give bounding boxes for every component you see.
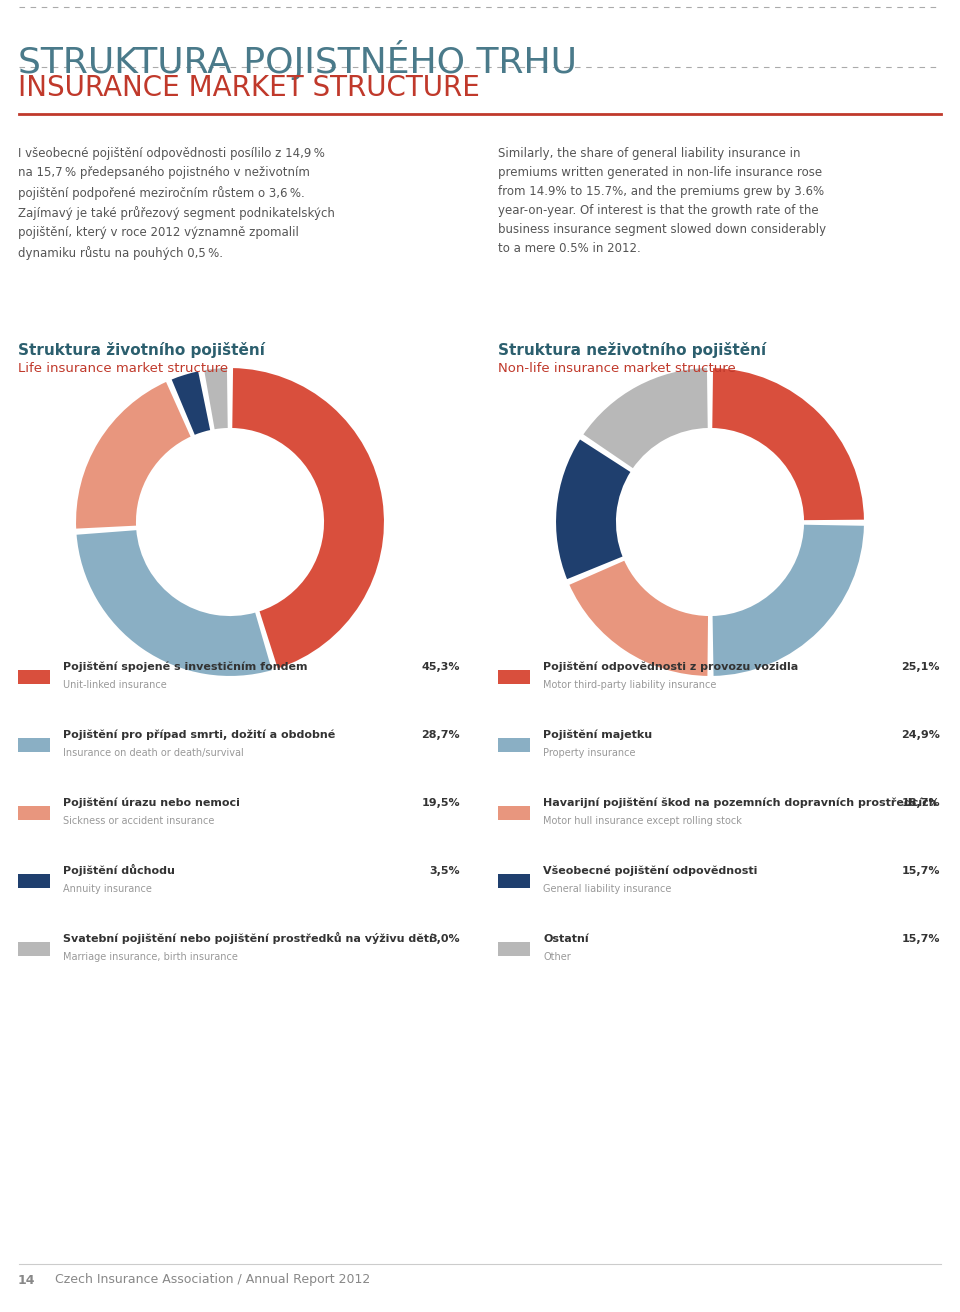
Text: 14: 14 [18,1274,36,1287]
Text: Other: Other [543,953,571,962]
Text: Svatební pojištění nebo pojištění prostředků na výživu dětí: Svatební pojištění nebo pojištění prostř… [63,932,433,945]
Wedge shape [231,367,385,669]
Text: Non-life insurance market structure: Non-life insurance market structure [498,362,735,375]
Text: Unit-linked insurance: Unit-linked insurance [63,680,167,690]
Text: Insurance on death or death/survival: Insurance on death or death/survival [63,748,244,758]
Wedge shape [711,523,865,677]
Text: Pojištění pro případ smrti, dožití a obdobné: Pojištění pro případ smrti, dožití a obd… [63,729,335,740]
Text: 15,7%: 15,7% [901,866,940,876]
Text: 19,5%: 19,5% [421,798,460,808]
Wedge shape [76,529,274,677]
Text: Pojištění důchodu: Pojištění důchodu [63,863,175,876]
FancyBboxPatch shape [18,670,50,684]
Text: 28,7%: 28,7% [421,729,460,740]
Wedge shape [711,367,865,521]
Text: 3,0%: 3,0% [429,934,460,945]
Text: Všeobecné pojištění odpovědnosti: Všeobecné pojištění odpovědnosti [543,866,757,876]
Wedge shape [203,367,228,430]
Text: Czech Insurance Association / Annual Report 2012: Czech Insurance Association / Annual Rep… [55,1274,371,1287]
Text: 3,5%: 3,5% [429,866,460,876]
FancyBboxPatch shape [18,737,50,752]
Wedge shape [568,559,709,677]
Text: Marriage insurance, birth insurance: Marriage insurance, birth insurance [63,953,238,962]
Text: 25,1%: 25,1% [901,663,940,672]
Wedge shape [170,370,211,436]
Text: Motor third-party liability insurance: Motor third-party liability insurance [543,680,716,690]
Text: 15,7%: 15,7% [901,934,940,945]
FancyBboxPatch shape [498,806,530,820]
Text: STRUKTURA POJISTNÉHO TRHU: STRUKTURA POJISTNÉHO TRHU [18,39,577,80]
Text: 45,3%: 45,3% [421,663,460,672]
FancyBboxPatch shape [498,737,530,752]
Text: Motor hull insurance except rolling stock: Motor hull insurance except rolling stoc… [543,816,742,827]
Text: Havarijní pojištění škod na pozemních dopravních prostředcích: Havarijní pojištění škod na pozemních do… [543,798,937,808]
FancyBboxPatch shape [18,806,50,820]
Text: 24,9%: 24,9% [901,729,940,740]
Text: Pojištění spojené s investičním fondem: Pojištění spojené s investičním fondem [63,661,307,672]
Text: 18,7%: 18,7% [901,798,940,808]
FancyBboxPatch shape [18,942,50,956]
Text: General liability insurance: General liability insurance [543,884,671,893]
Text: I všeobecné pojištění odpovědnosti posílilo z 14,9 %
na 15,7 % předepsaného poji: I všeobecné pojištění odpovědnosti posíl… [18,147,335,260]
Text: Similarly, the share of general liability insurance in
premiums written generate: Similarly, the share of general liabilit… [498,147,827,255]
Text: Struktura neživotního pojištění: Struktura neživotního pojištění [498,342,766,358]
Text: Pojištění majetku: Pojištění majetku [543,729,652,740]
Wedge shape [555,438,632,580]
Text: Ostatní: Ostatní [543,934,588,945]
FancyBboxPatch shape [498,874,530,888]
Text: Property insurance: Property insurance [543,748,636,758]
Text: INSURANCE MARKET STRUCTURE: INSURANCE MARKET STRUCTURE [18,73,480,102]
Text: Life insurance market structure: Life insurance market structure [18,362,228,375]
FancyBboxPatch shape [498,942,530,956]
Text: Pojištění odpovědnosti z provozu vozidla: Pojištění odpovědnosti z provozu vozidla [543,661,799,672]
Text: Pojištění úrazu nebo nemoci: Pojištění úrazu nebo nemoci [63,798,240,808]
Wedge shape [75,380,192,530]
Wedge shape [582,367,708,470]
Text: Sickness or accident insurance: Sickness or accident insurance [63,816,214,827]
FancyBboxPatch shape [498,670,530,684]
Text: Annuity insurance: Annuity insurance [63,884,152,893]
FancyBboxPatch shape [18,874,50,888]
Text: Struktura životního pojištění: Struktura životního pojištění [18,342,265,358]
